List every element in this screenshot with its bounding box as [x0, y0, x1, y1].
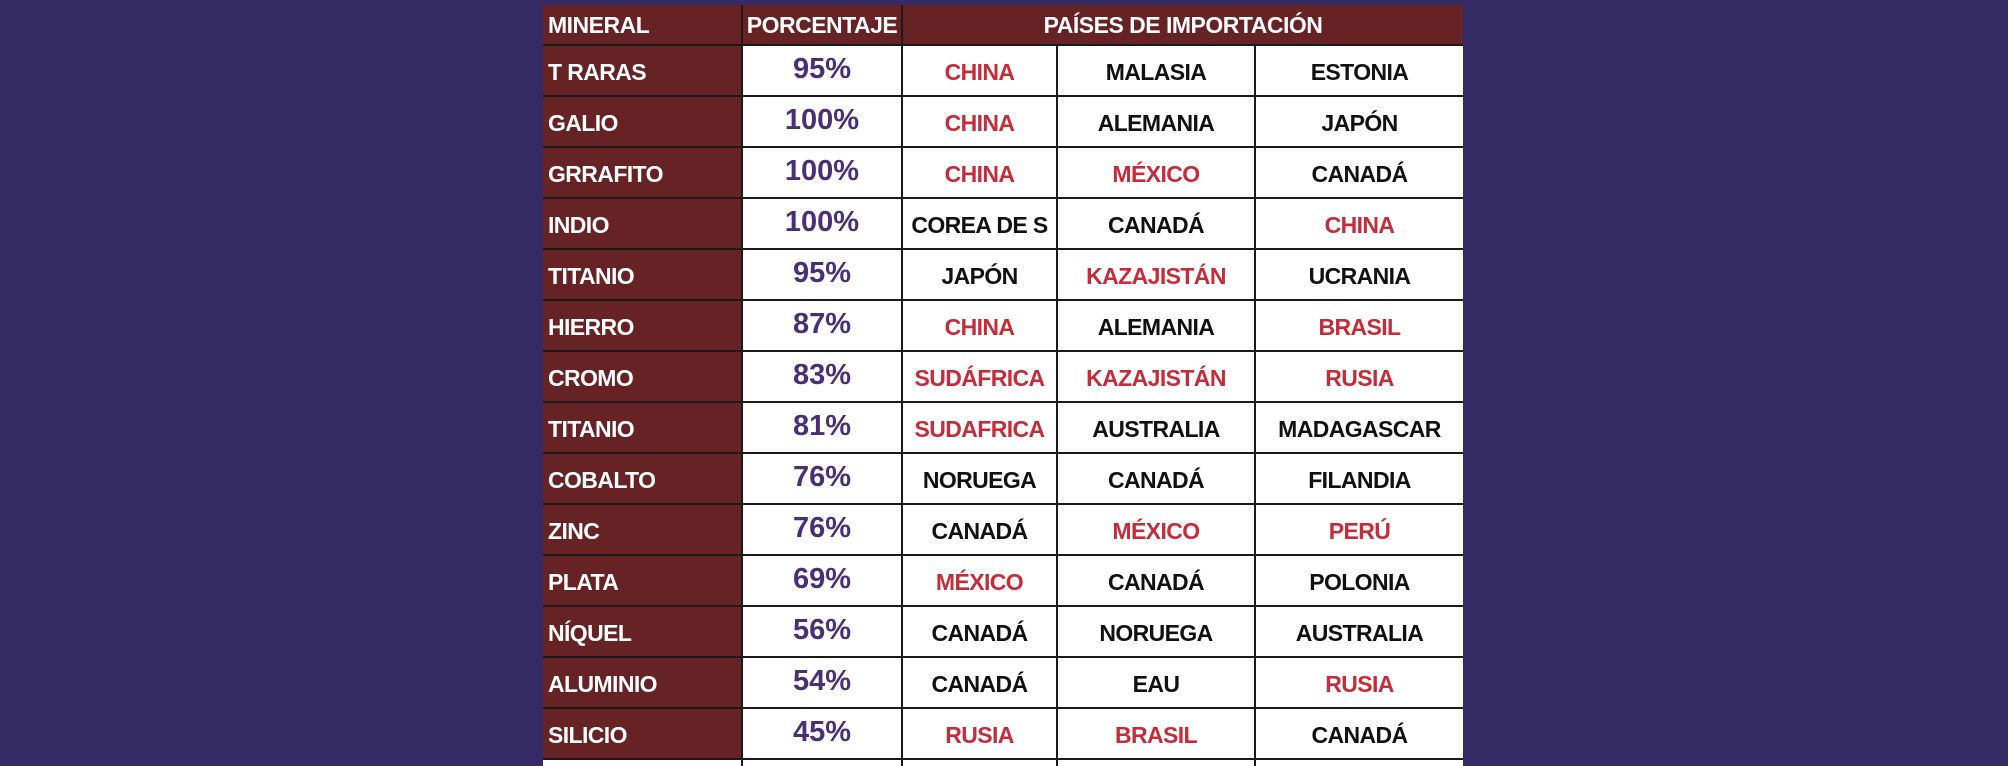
country-cell: FILANDIA — [1308, 467, 1411, 493]
country-cell: MALASIA — [1058, 46, 1256, 95]
country-cell: MÉXICO — [1058, 505, 1256, 554]
percent-cell: 100% — [743, 148, 903, 197]
country-cell: PERÚ — [1328, 518, 1391, 544]
country-cell: JAPÓN — [1321, 110, 1398, 136]
country-cell: MADAGASCAR — [1278, 416, 1441, 442]
mineral-cell: CROMO — [543, 352, 743, 401]
country-cell: NORUEGA — [903, 454, 1058, 503]
header-percent: PORCENTAJE — [743, 5, 903, 46]
mineral-cell: TITANIO — [543, 250, 743, 299]
country-cell: RUSIA — [1325, 671, 1394, 697]
mineral-cell: INDIO — [543, 199, 743, 248]
country-cell: ALEMANIA — [1058, 301, 1256, 350]
mineral-cell: PLATA — [543, 556, 743, 605]
country-cell: RUSIA — [903, 709, 1058, 758]
percent-cell: 81% — [743, 403, 903, 452]
country-cell: CHINA — [903, 46, 1058, 95]
trail-segment-percent — [743, 760, 903, 766]
minerals-import-table: MINERAL PORCENTAJE PAÍSES DE IMPORTACIÓN… — [543, 5, 1463, 766]
country-cell: ALEMANIA — [1058, 97, 1256, 146]
country-cell: KAZAJISTÁN — [1058, 352, 1256, 401]
percent-cell: 83% — [743, 352, 903, 401]
table-row: GALIO 100% CHINA ALEMANIA JAPÓN — [543, 97, 1463, 148]
mineral-cell: TITANIO — [543, 403, 743, 452]
table-header-row: MINERAL PORCENTAJE PAÍSES DE IMPORTACIÓN — [543, 5, 1463, 46]
table-row: ZINC 76% CANADÁ MÉXICO PERÚ — [543, 505, 1463, 556]
country-cell: UCRANIA — [1308, 263, 1411, 289]
mineral-cell: SILICIO — [543, 709, 743, 758]
header-mineral: MINERAL — [543, 5, 743, 46]
percent-cell: 76% — [743, 505, 903, 554]
table-row: COBALTO 76% NORUEGA CANADÁ FILANDIA — [543, 454, 1463, 505]
country-cell: CANADÁ — [1058, 556, 1256, 605]
table-row: ALUMINIO 54% CANADÁ EAU RUSIA — [543, 658, 1463, 709]
table-row: SILICIO 45% RUSIA BRASIL CANADÁ — [543, 709, 1463, 760]
country-cell: BRASIL — [1058, 709, 1256, 758]
mineral-cell: T RARAS — [543, 46, 743, 95]
percent-cell: 76% — [743, 454, 903, 503]
table-trailing-edge — [543, 760, 1463, 766]
country-cell: ESTONIA — [1310, 59, 1409, 85]
trail-segment-country-2 — [1058, 760, 1256, 766]
table-row: HIERRO 87% CHINA ALEMANIA BRASIL — [543, 301, 1463, 352]
table-row: GRRAFITO 100% CHINA MÉXICO CANADÁ — [543, 148, 1463, 199]
country-cell: CHINA — [1324, 212, 1395, 238]
country-cell: CHINA — [903, 148, 1058, 197]
percent-cell: 100% — [743, 97, 903, 146]
country-cell: AUSTRALIA — [1058, 403, 1256, 452]
country-cell: BRASIL — [1318, 314, 1401, 340]
mineral-cell: GRRAFITO — [543, 148, 743, 197]
table-row: T RARAS 95% CHINA MALASIA ESTONIA — [543, 46, 1463, 97]
percent-cell: 45% — [743, 709, 903, 758]
country-cell: CANADÁ — [1311, 722, 1408, 748]
country-cell: CHINA — [903, 97, 1058, 146]
country-cell: CANADÁ — [1058, 454, 1256, 503]
country-cell: SUDÁFRICA — [903, 352, 1058, 401]
header-countries: PAÍSES DE IMPORTACIÓN — [903, 5, 1463, 46]
percent-cell: 69% — [743, 556, 903, 605]
mineral-cell: ALUMINIO — [543, 658, 743, 707]
mineral-cell: COBALTO — [543, 454, 743, 503]
percent-cell: 100% — [743, 199, 903, 248]
table-body: T RARAS 95% CHINA MALASIA ESTONIA GALIO 100% CH… — [543, 46, 1463, 760]
country-cell: JAPÓN — [903, 250, 1058, 299]
country-cell: SUDAFRICA — [903, 403, 1058, 452]
table-row: NÍQUEL 56% CANADÁ NORUEGA AUSTRALIA — [543, 607, 1463, 658]
mineral-cell: HIERRO — [543, 301, 743, 350]
trail-segment-country-1 — [903, 760, 1058, 766]
country-cell: KAZAJISTÁN — [1058, 250, 1256, 299]
country-cell: COREA DE S — [903, 199, 1058, 248]
country-cell: CANADÁ — [1058, 199, 1256, 248]
country-cell: CHINA — [903, 301, 1058, 350]
trail-segment-country-3 — [1256, 760, 1463, 766]
table-row: TITANIO 81% SUDAFRICA AUSTRALIA MADAGASCAR — [543, 403, 1463, 454]
percent-cell: 56% — [743, 607, 903, 656]
country-cell: MÉXICO — [903, 556, 1058, 605]
country-cell: CANADÁ — [903, 505, 1058, 554]
country-cell: MÉXICO — [1058, 148, 1256, 197]
table-row: TITANIO 95% JAPÓN KAZAJISTÁN UCRANIA — [543, 250, 1463, 301]
country-cell: RUSIA — [1325, 365, 1394, 391]
mineral-cell: NÍQUEL — [543, 607, 743, 656]
table-row: INDIO 100% COREA DE S CANADÁ CHINA — [543, 199, 1463, 250]
country-cell: CANADÁ — [903, 607, 1058, 656]
country-cell: CANADÁ — [903, 658, 1058, 707]
country-cell: EAU — [1058, 658, 1256, 707]
percent-cell: 95% — [743, 250, 903, 299]
country-cell: NORUEGA — [1058, 607, 1256, 656]
country-cell: AUSTRALIA — [1295, 620, 1424, 646]
mineral-cell: ZINC — [543, 505, 743, 554]
country-cell: POLONIA — [1309, 569, 1410, 595]
percent-cell: 54% — [743, 658, 903, 707]
percent-cell: 95% — [743, 46, 903, 95]
percent-cell: 87% — [743, 301, 903, 350]
country-cell: CANADÁ — [1311, 161, 1408, 187]
table-row: PLATA 69% MÉXICO CANADÁ POLONIA — [543, 556, 1463, 607]
table-row: CROMO 83% SUDÁFRICA KAZAJISTÁN RUSIA — [543, 352, 1463, 403]
mineral-cell: GALIO — [543, 97, 743, 146]
trail-segment-mineral — [543, 760, 743, 766]
